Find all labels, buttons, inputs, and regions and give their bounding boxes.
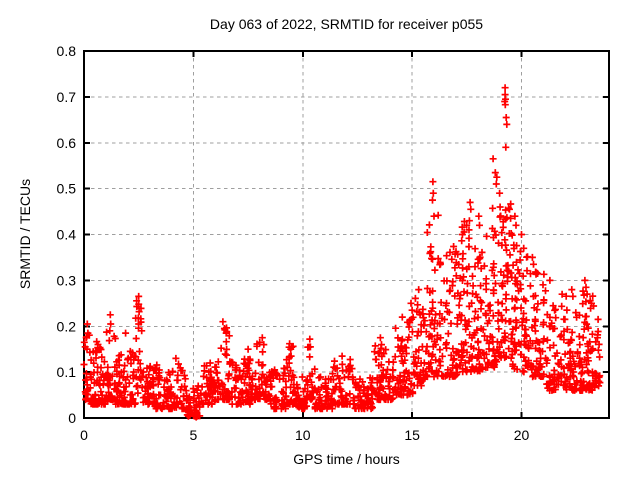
y-tick-label: 0.8	[57, 43, 77, 59]
plot-border	[83, 50, 610, 419]
y-tick-label: 0.7	[57, 89, 77, 105]
x-axis-label: GPS time / hours	[293, 451, 400, 467]
y-tick-label: 0.5	[57, 181, 77, 197]
y-tick-label: 0	[68, 410, 76, 426]
y-tick-label: 0.6	[57, 135, 77, 151]
y-tick-labels: 0 0.1 0.2 0.3 0.4 0.5 0.6 0.7 0.8	[57, 43, 77, 426]
y-tick-label: 0.3	[57, 272, 77, 288]
chart-title: Day 063 of 2022, SRMTID for receiver p05…	[209, 16, 484, 32]
x-tick-labels: 0 5 10 15 20	[80, 427, 529, 443]
y-tick-label: 0.1	[57, 364, 77, 380]
y-tick-label: 0.4	[57, 227, 77, 243]
x-tick-label: 5	[189, 427, 197, 443]
x-tick-label: 0	[80, 427, 88, 443]
x-tick-label: 10	[295, 427, 311, 443]
x-tick-label: 20	[514, 427, 530, 443]
x-tick-label: 15	[404, 427, 420, 443]
scatter-points	[80, 84, 604, 421]
y-tick-label: 0.2	[57, 318, 77, 334]
